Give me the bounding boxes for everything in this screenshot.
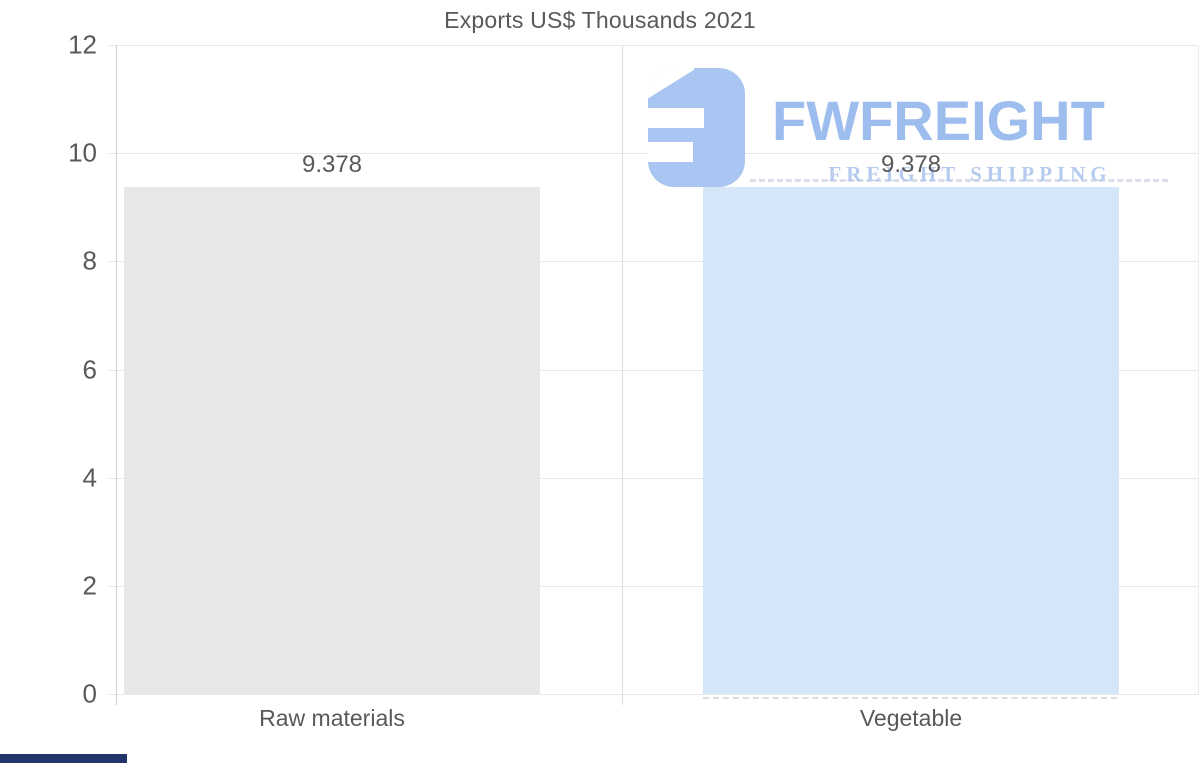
gridline-12 <box>108 45 1199 46</box>
bar-raw-materials[interactable] <box>124 186 540 694</box>
y-tick-label-0: 0 <box>82 678 97 709</box>
watermark-dashed-line <box>750 179 1168 182</box>
category-label-raw-materials: Raw materials <box>259 705 405 731</box>
y-tick-label-8: 8 <box>82 245 97 276</box>
fwfreight-logo-icon <box>648 68 745 187</box>
value-label-raw-materials: 9.378 <box>301 150 363 178</box>
y-tick-label-2: 2 <box>82 570 97 601</box>
y-axis-line <box>116 45 117 705</box>
x-axis-labels: Raw materials Vegetable <box>116 705 1199 739</box>
y-axis-labels: 0 2 4 6 8 10 12 <box>0 30 105 709</box>
gridline-2 <box>108 585 1199 587</box>
category-label-vegetable: Vegetable <box>859 705 963 731</box>
vegetable-baseline-dashes <box>703 697 1117 699</box>
y-tick-label-10: 10 <box>68 137 97 168</box>
y-tick-label-4: 4 <box>82 462 97 493</box>
bar-vegetable[interactable] <box>703 186 1119 694</box>
chart-title: Exports US$ Thousands 2021 <box>444 7 756 33</box>
watermark: FWFREIGHT FREIGHT SHIPPING <box>648 68 1168 188</box>
gridline-4 <box>108 477 1199 479</box>
gridline-8 <box>108 261 1199 263</box>
gridline-6 <box>108 369 1199 371</box>
plot-area: 9.378 9.378 <box>108 45 1199 705</box>
video-progress-strip <box>0 754 127 763</box>
value-label-vegetable: 9.378 <box>880 150 942 178</box>
plot-right-border <box>1198 45 1199 694</box>
y-tick-label-12: 12 <box>68 29 97 60</box>
category-separator-line <box>622 45 623 705</box>
watermark-brand-text: FWFREIGHT <box>772 89 1105 152</box>
watermark-tagline-text: FREIGHT SHIPPING <box>828 162 1112 186</box>
y-tick-label-6: 6 <box>82 354 97 384</box>
gridline-0 <box>108 694 1199 695</box>
